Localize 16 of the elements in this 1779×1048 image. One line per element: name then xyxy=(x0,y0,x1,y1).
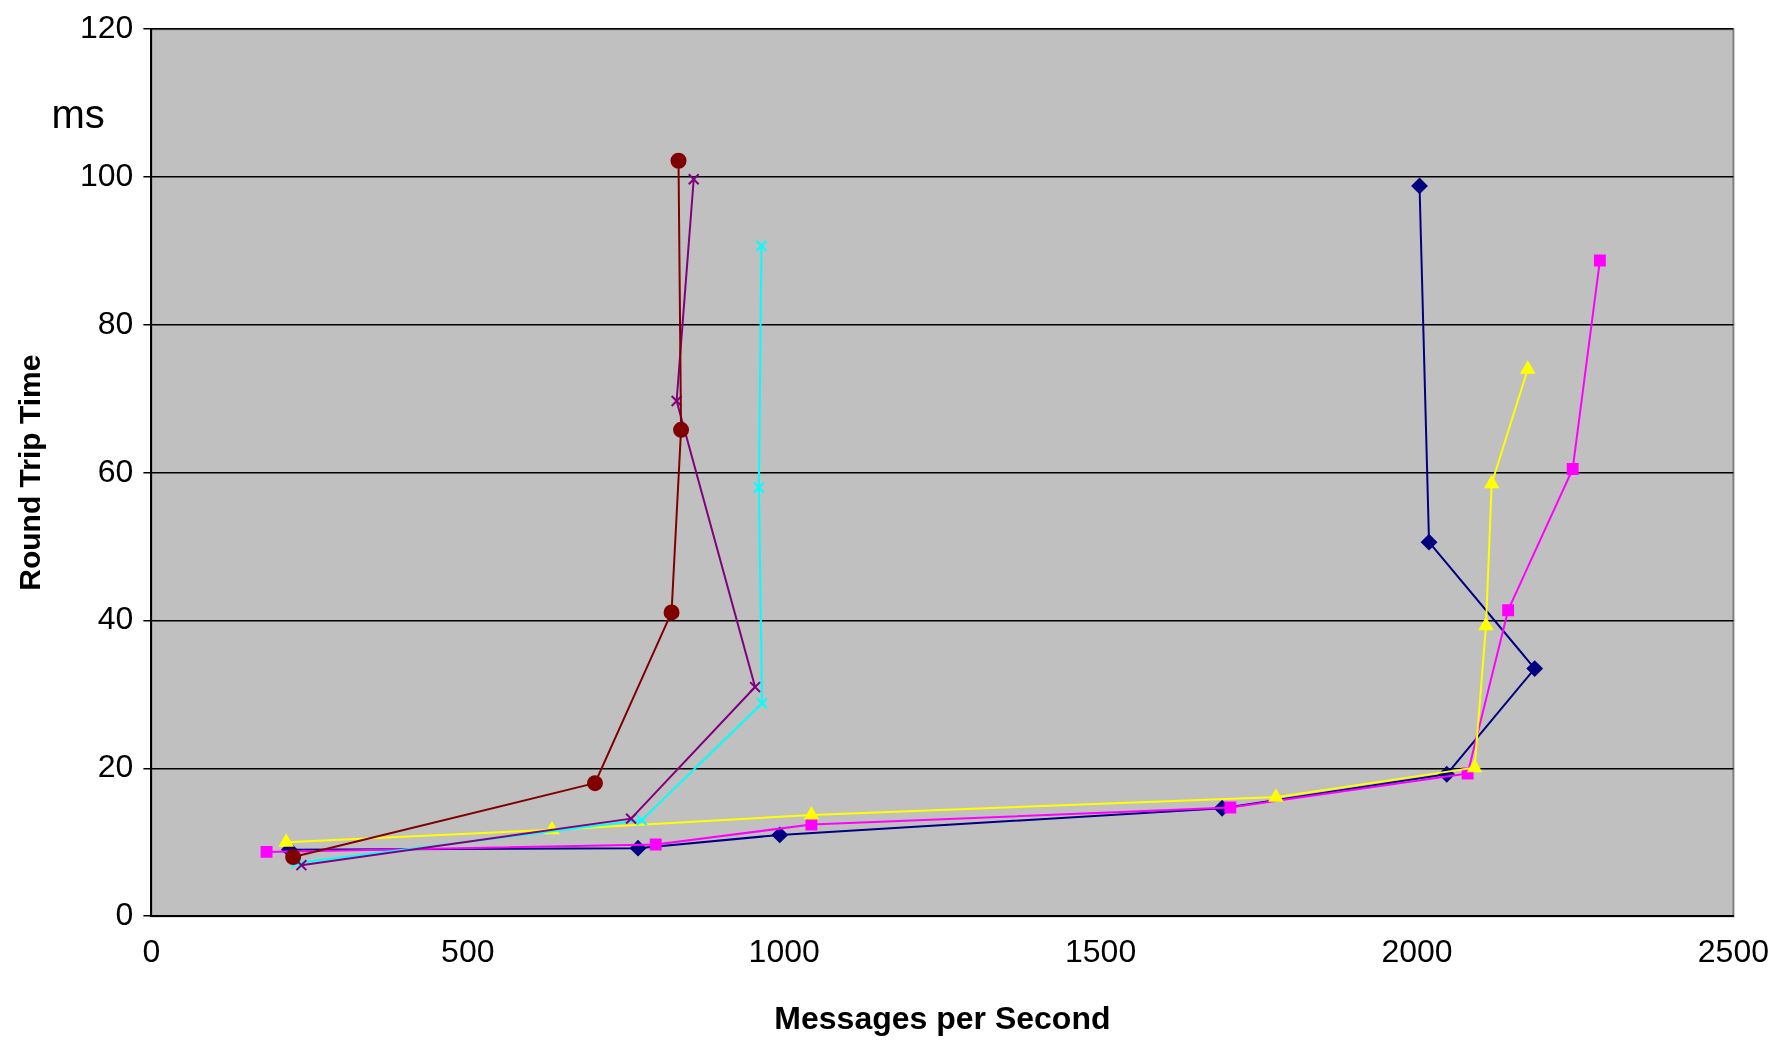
x-tick-label: 500 xyxy=(441,933,495,970)
y-tick-label: 20 xyxy=(97,748,134,785)
y-tick-label: 80 xyxy=(97,304,134,341)
x-axis-title: Messages per Second xyxy=(774,999,1111,1036)
y-tick-label: 100 xyxy=(80,156,134,193)
y-axis-title: Round Trip Time xyxy=(13,354,47,591)
x-tick-label: 2000 xyxy=(1381,933,1453,970)
text: ms xyxy=(51,92,105,137)
x-tick-label: 1500 xyxy=(1065,933,1137,970)
y-tick-label: 40 xyxy=(97,600,134,637)
x-tick-label: 1000 xyxy=(748,933,820,970)
x-tick-label: 0 xyxy=(142,933,161,970)
y-tick-label: 120 xyxy=(80,9,134,46)
y-tick-label: 60 xyxy=(97,452,134,489)
x-tick-label: 2500 xyxy=(1697,933,1769,970)
y-tick-label: 0 xyxy=(115,896,134,933)
